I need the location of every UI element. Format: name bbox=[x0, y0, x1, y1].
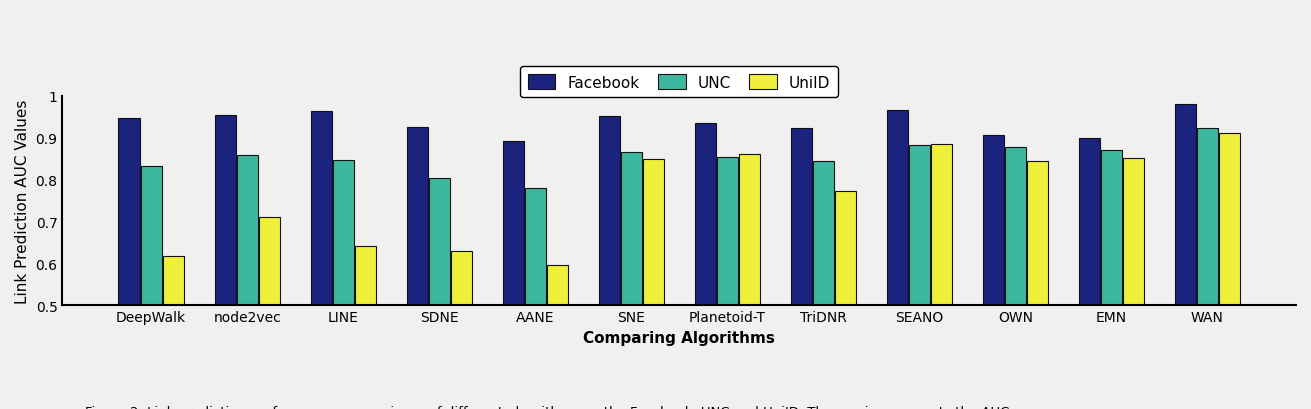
Bar bbox=[1219, 133, 1240, 409]
Bar bbox=[1027, 162, 1047, 409]
Bar bbox=[429, 178, 450, 409]
Bar bbox=[236, 156, 258, 409]
Text: Figure 2: Link prediction performance comparisons of different algorithms on the: Figure 2: Link prediction performance co… bbox=[85, 405, 1009, 409]
Bar bbox=[717, 158, 738, 409]
Bar bbox=[1122, 158, 1145, 409]
Bar bbox=[258, 217, 279, 409]
Bar bbox=[909, 146, 929, 409]
Bar bbox=[1101, 151, 1122, 409]
Bar bbox=[333, 160, 354, 409]
Bar bbox=[886, 110, 907, 409]
Bar bbox=[118, 119, 139, 409]
Bar bbox=[642, 160, 663, 409]
Bar bbox=[620, 153, 642, 409]
Bar bbox=[311, 112, 332, 409]
Bar bbox=[1079, 139, 1100, 409]
Bar bbox=[983, 135, 1004, 409]
Bar bbox=[599, 117, 620, 409]
Bar bbox=[355, 246, 376, 409]
Bar bbox=[406, 128, 427, 409]
Bar bbox=[1175, 105, 1196, 409]
X-axis label: Comparing Algorithms: Comparing Algorithms bbox=[583, 330, 775, 345]
Bar bbox=[215, 116, 236, 409]
Bar bbox=[931, 144, 952, 409]
Bar bbox=[1197, 129, 1218, 409]
Bar bbox=[524, 189, 545, 409]
Bar bbox=[547, 265, 568, 409]
Bar bbox=[791, 129, 812, 409]
Bar bbox=[140, 166, 161, 409]
Legend: Facebook, UNC, UniID: Facebook, UNC, UniID bbox=[520, 67, 838, 98]
Bar bbox=[1004, 148, 1025, 409]
Y-axis label: Link Prediction AUC Values: Link Prediction AUC Values bbox=[14, 99, 30, 303]
Bar bbox=[695, 124, 716, 409]
Bar bbox=[738, 155, 760, 409]
Bar bbox=[502, 142, 523, 409]
Bar bbox=[813, 162, 834, 409]
Bar bbox=[163, 256, 184, 409]
Bar bbox=[451, 251, 472, 409]
Bar bbox=[835, 192, 856, 409]
